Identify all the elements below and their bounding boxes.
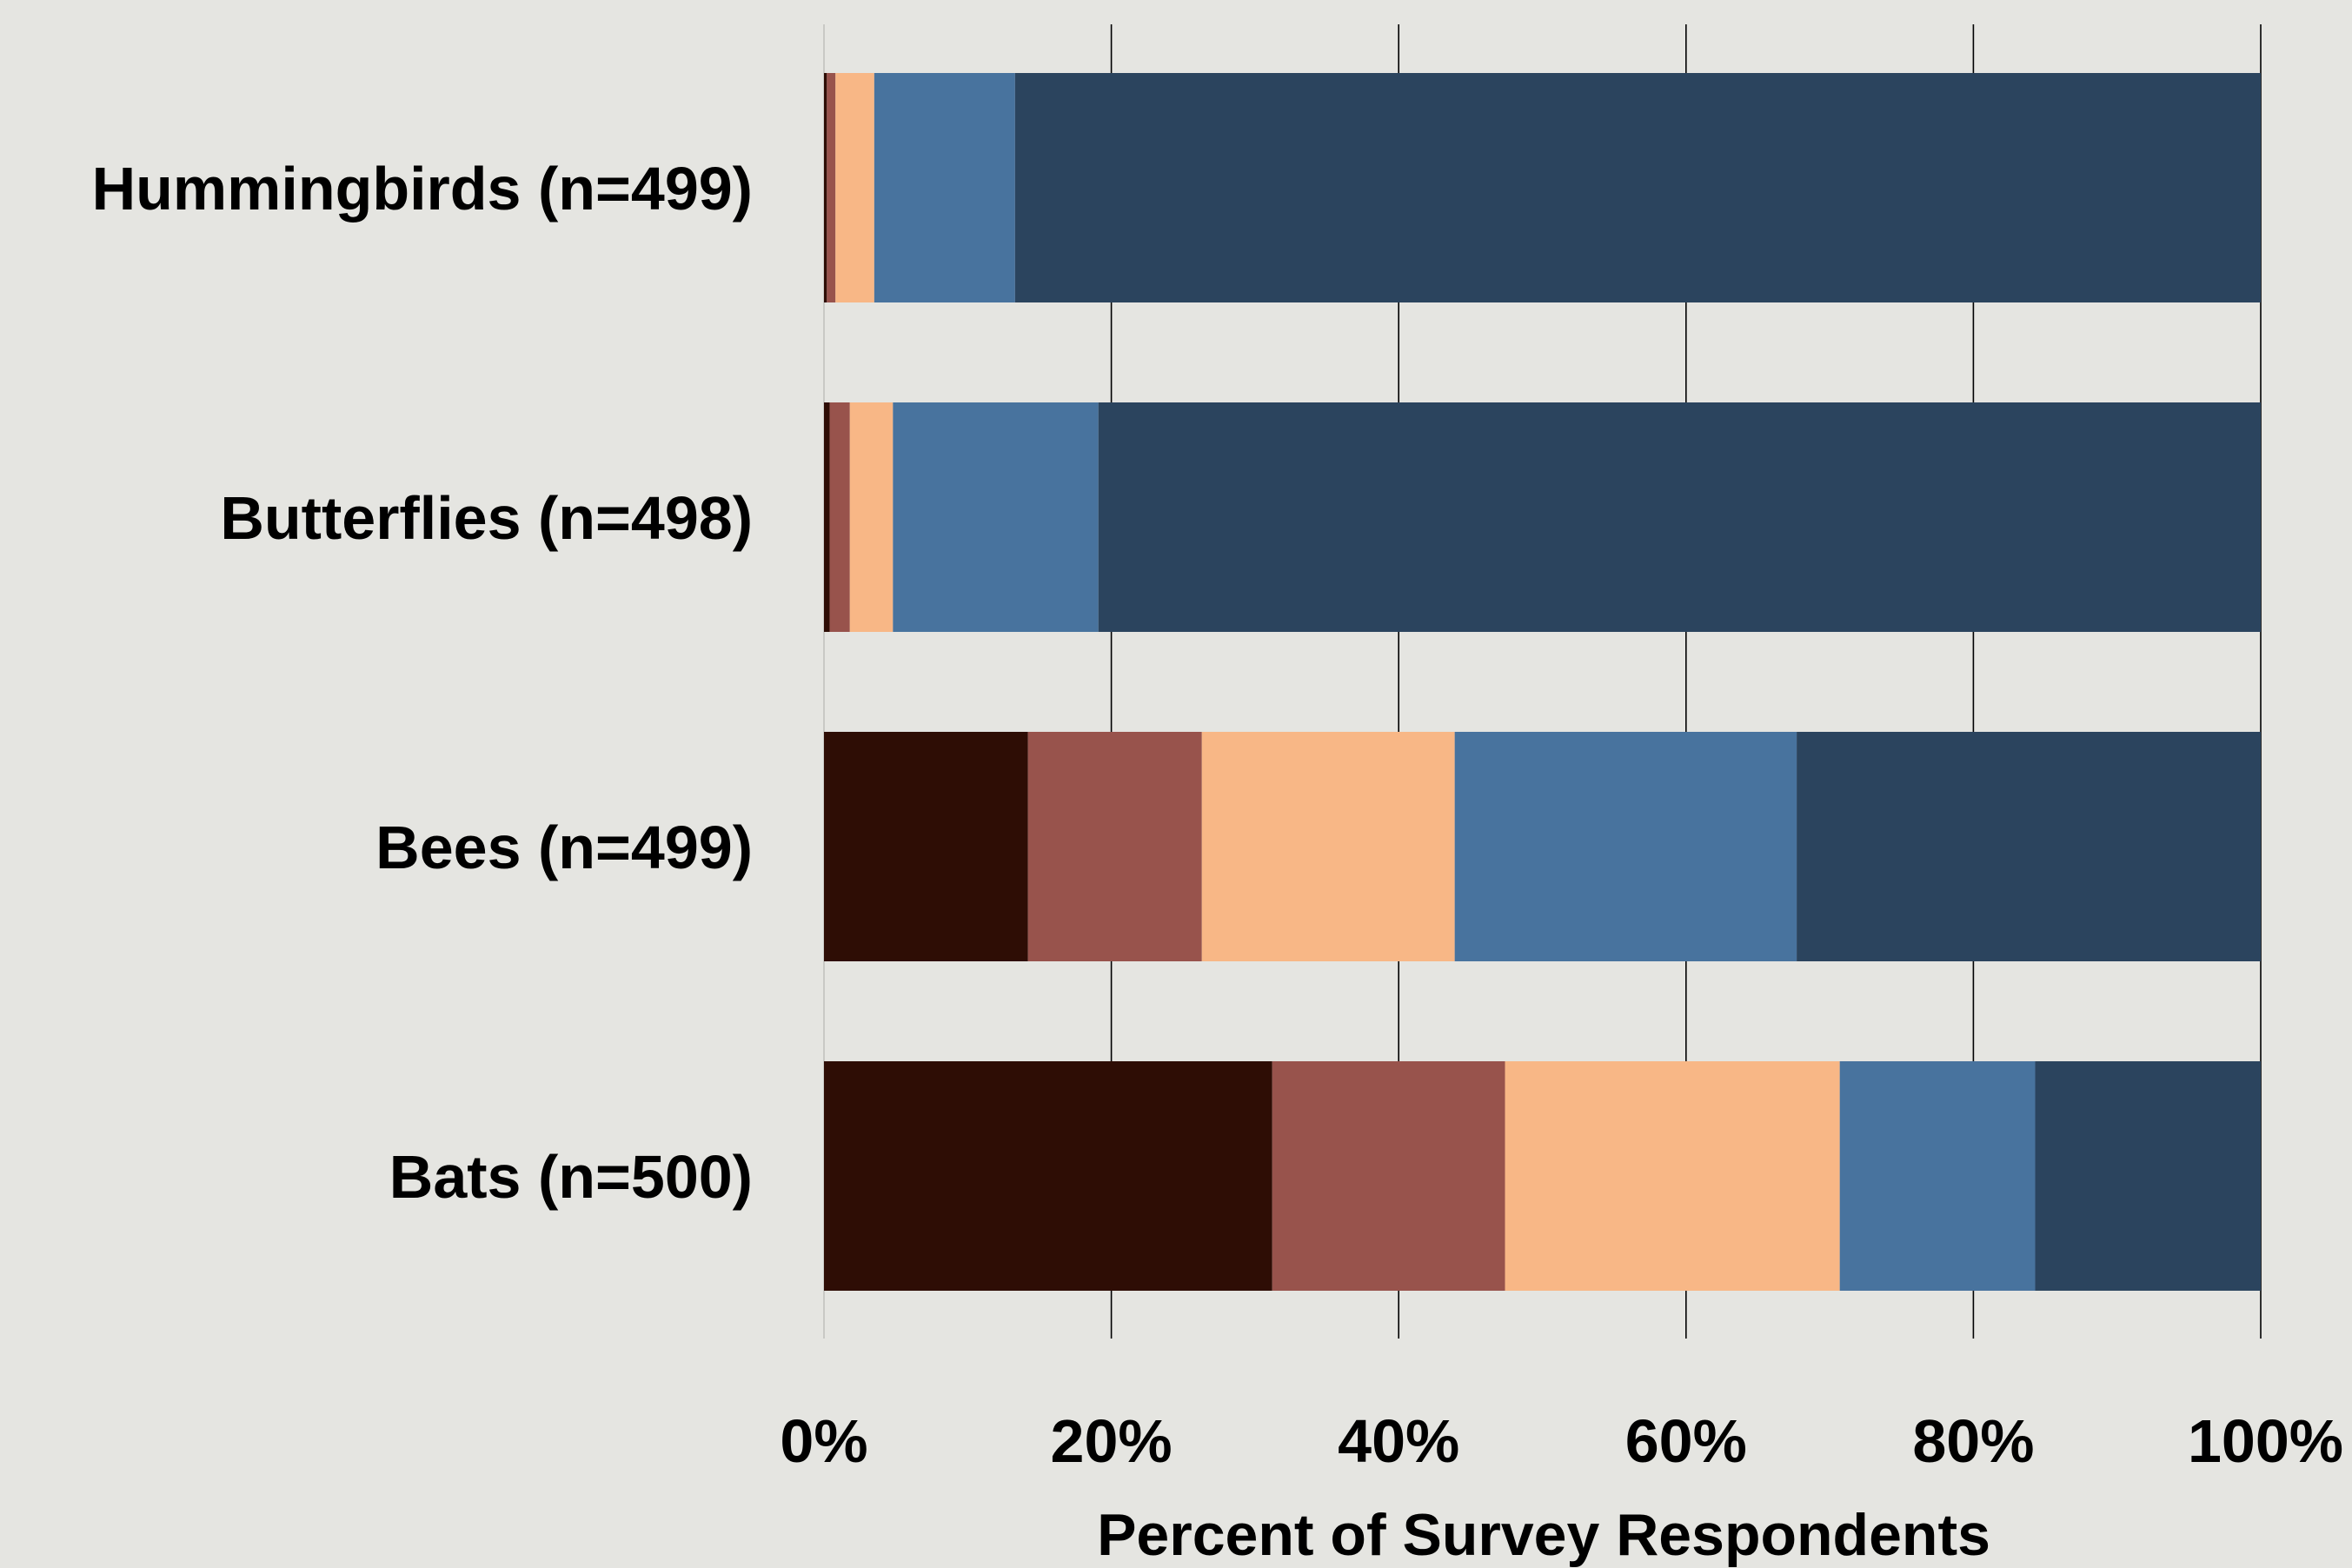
bar-segment bbox=[1454, 732, 1797, 961]
category-labels: Hummingbirds (n=499) Butterflies (n=498) B… bbox=[92, 155, 753, 1211]
x-tick-labels: 0% 20% 40% 60% 80% 100% bbox=[780, 1407, 2343, 1475]
bar-segment bbox=[1014, 73, 2261, 302]
bar-segment bbox=[824, 402, 830, 632]
x-tick-label: 0% bbox=[780, 1407, 867, 1475]
x-tick-label: 40% bbox=[1338, 1407, 1459, 1475]
category-label: Bees (n=499) bbox=[375, 814, 753, 881]
bar-segment bbox=[2035, 1061, 2261, 1291]
bar-segment bbox=[1201, 732, 1455, 961]
bar-segment bbox=[1027, 732, 1202, 961]
bar-segment bbox=[824, 73, 827, 302]
category-label: Butterflies (n=498) bbox=[220, 484, 753, 552]
bar-segment bbox=[824, 1061, 1272, 1291]
bar-segment bbox=[1839, 1061, 2036, 1291]
bar-segment bbox=[893, 402, 1099, 632]
category-label: Hummingbirds (n=499) bbox=[92, 155, 753, 223]
bar-segment bbox=[824, 732, 1028, 961]
bar-segment bbox=[829, 402, 850, 632]
bar-segment bbox=[835, 73, 874, 302]
bar-segments bbox=[824, 73, 2261, 1291]
x-tick-label: 20% bbox=[1051, 1407, 1173, 1475]
category-label: Bats (n=500) bbox=[389, 1143, 753, 1211]
bar-segment bbox=[1505, 1061, 1840, 1291]
x-tick-label: 100% bbox=[2188, 1407, 2343, 1475]
x-axis-title: Percent of Survey Respondents bbox=[1097, 1502, 1990, 1568]
bar-segment bbox=[827, 73, 836, 302]
bar-segment bbox=[1272, 1061, 1505, 1291]
bar-segment bbox=[1098, 402, 2261, 632]
x-tick-label: 60% bbox=[1625, 1407, 1747, 1475]
bar-segment bbox=[849, 402, 894, 632]
bar-segment bbox=[1797, 732, 2261, 961]
bar-segment bbox=[874, 73, 1015, 302]
x-tick-label: 80% bbox=[1912, 1407, 2034, 1475]
